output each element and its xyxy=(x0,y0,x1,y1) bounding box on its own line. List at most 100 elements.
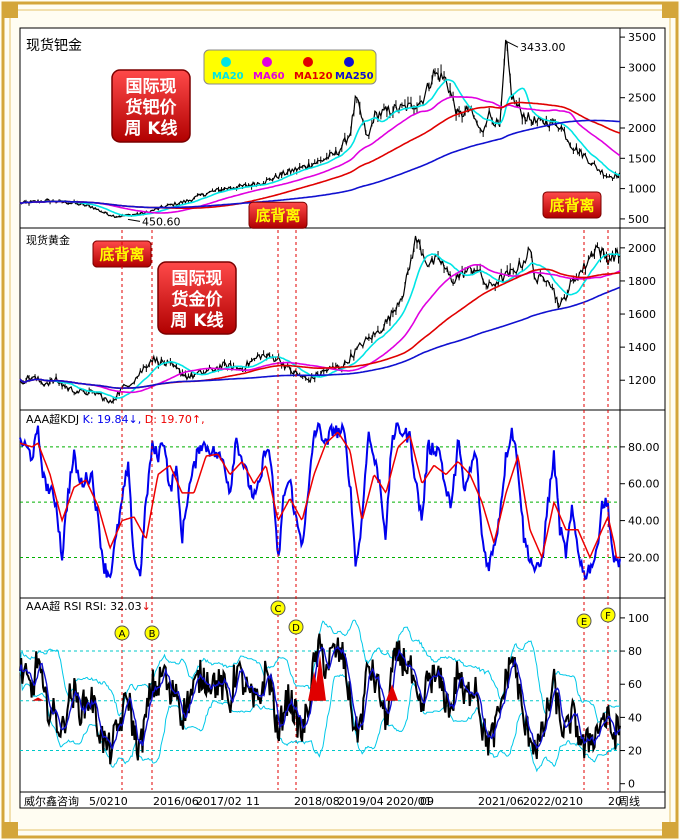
palladium-annotation-line: 货钯价 xyxy=(126,97,178,118)
kdj-tick-label: 20.00 xyxy=(628,551,660,564)
palladium-ma60-line xyxy=(19,95,621,214)
footer-date: 2016/06 xyxy=(153,795,199,808)
palladium-ma20-line xyxy=(19,78,621,217)
signal-badge-letter: D xyxy=(292,623,300,634)
kdj-k-label: K: 19.84↓, xyxy=(83,413,145,426)
legend-dot-ma60 xyxy=(262,57,272,67)
palladium-low-pointer xyxy=(127,218,141,222)
footer-date: 09 xyxy=(420,795,434,808)
legend-dot-ma20 xyxy=(221,57,231,67)
rsi-red-fill xyxy=(32,697,44,701)
corner-ornament-tr xyxy=(662,2,678,18)
kdj-k-line xyxy=(19,421,621,581)
rsi-tick-label: 80 xyxy=(628,645,642,658)
palladium-divergence-label-1-box xyxy=(248,201,308,229)
gold-tick-label: 1800 xyxy=(628,275,656,288)
rsi-arrow: ↓ xyxy=(142,600,151,613)
gold-annotation-box xyxy=(157,261,237,335)
palladium-low-label: 450.60 xyxy=(142,215,181,228)
signal-badge-circle xyxy=(288,619,304,635)
palladium-tick-label: 500 xyxy=(628,213,649,226)
gold-ma-line-3 xyxy=(19,286,621,389)
palladium-annotation-line: 周 K线 xyxy=(124,118,177,139)
palladium-annotation-line: 国际现 xyxy=(126,77,177,97)
rsi-tick-label: 40 xyxy=(628,711,642,724)
kdj-tick-label: 60.00 xyxy=(628,478,660,491)
footer-date: 2022/02 xyxy=(523,795,569,808)
rsi-title-name: AAA超 RSI xyxy=(26,599,85,613)
footer-date: 2021/06 xyxy=(478,795,524,808)
footer-date: 2018/08 xyxy=(294,795,340,808)
signal-badge-F: F xyxy=(600,607,616,623)
corner-ornament-bl xyxy=(2,822,18,838)
kdj-title: AAA超KDJ K: 19.84↓, D: 19.70↑, xyxy=(26,412,205,426)
signal-badge-C: C xyxy=(270,600,286,616)
rsi-lower-band xyxy=(19,670,620,773)
palladium-tick-label: 1000 xyxy=(628,183,656,196)
legend-label-ma20: MA20 xyxy=(212,71,244,82)
rsi-tick-label: 100 xyxy=(628,612,649,625)
gold-tick-label: 2000 xyxy=(628,242,656,255)
signal-badge-letter: E xyxy=(581,617,587,628)
palladium-tick-label: 2500 xyxy=(628,92,656,105)
legend-label-ma250: MA250 xyxy=(335,71,374,82)
gold-annotation-line: 货金价 xyxy=(172,289,224,310)
gold-tick-label: 1200 xyxy=(628,374,656,387)
rsi-tick-label: 0 xyxy=(628,778,635,791)
signal-badge-circle xyxy=(114,625,130,641)
footer-period-label: 周线 xyxy=(618,794,640,808)
palladium-divergence-label-2: 底背离 xyxy=(542,191,602,219)
footer-date: 10 xyxy=(569,795,583,808)
palladium-divergence-label-2-box xyxy=(542,191,602,219)
signal-badge-circle xyxy=(144,625,160,641)
footer-date: 2017/02 xyxy=(196,795,242,808)
kdj-d-line xyxy=(19,431,620,560)
gold-ma-line-0 xyxy=(19,253,621,399)
kdj-tick-label: 40.00 xyxy=(628,515,660,528)
palladium-divergence-label-1-text: 底背离 xyxy=(255,207,300,225)
gold-tick-label: 1600 xyxy=(628,308,656,321)
footer-date: 5/0210 xyxy=(89,795,128,808)
palladium-legend: MA20 MA60 MA120 MA250 xyxy=(203,49,377,85)
gold-annotation-line: 国际现 xyxy=(172,269,223,289)
frame-inner-border xyxy=(9,9,671,831)
palladium-divergence-label-1: 底背离 xyxy=(248,201,308,229)
palladium-high-label: 3433.00 xyxy=(520,41,566,54)
corner-ornament-tl xyxy=(2,2,18,18)
footer-date: 2020/01 xyxy=(386,795,432,808)
signal-badge-circle xyxy=(600,607,616,623)
legend-dot-ma120 xyxy=(303,57,313,67)
palladium-divergence-label-2-text: 底背离 xyxy=(549,196,594,214)
gold-tick-label: 1400 xyxy=(628,341,656,354)
palladium-tick-label: 2000 xyxy=(628,122,656,135)
rsi-title: AAA超 RSI RSI: 32.03↓ xyxy=(26,599,151,613)
rsi-tick-label: 60 xyxy=(628,678,642,691)
footer-vendor: 威尔鑫咨询 xyxy=(24,794,79,808)
rsi-upper-band xyxy=(19,619,620,723)
legend-label-ma60: MA60 xyxy=(253,71,285,82)
signal-badge-letter: A xyxy=(119,629,126,640)
palladium-ma250-line xyxy=(19,119,621,209)
rsi-tick-label: 20 xyxy=(628,745,642,758)
palladium-tick-label: 1500 xyxy=(628,152,656,165)
signal-badge-letter: F xyxy=(605,611,611,622)
rsi-red-fill xyxy=(386,684,398,701)
rsi-red-fill xyxy=(314,654,326,701)
signal-badge-letter: C xyxy=(275,604,282,615)
corner-ornament-br xyxy=(662,822,678,838)
signal-badge-D: D xyxy=(288,619,304,635)
signal-badge-letter: B xyxy=(149,629,156,640)
palladium-tick-label: 3000 xyxy=(628,61,656,74)
palladium-title: 现货钯金 xyxy=(26,37,82,54)
kdj-panel: 20.00 40.00 60.00 80.00 AAA超KDJ K: 19.84↓, D… xyxy=(19,410,665,599)
footer-date: 2019/04 xyxy=(338,795,384,808)
signal-badge-E: E xyxy=(576,613,592,629)
signal-badge-circle xyxy=(576,613,592,629)
gold-title: 现货黄金 xyxy=(26,233,70,247)
